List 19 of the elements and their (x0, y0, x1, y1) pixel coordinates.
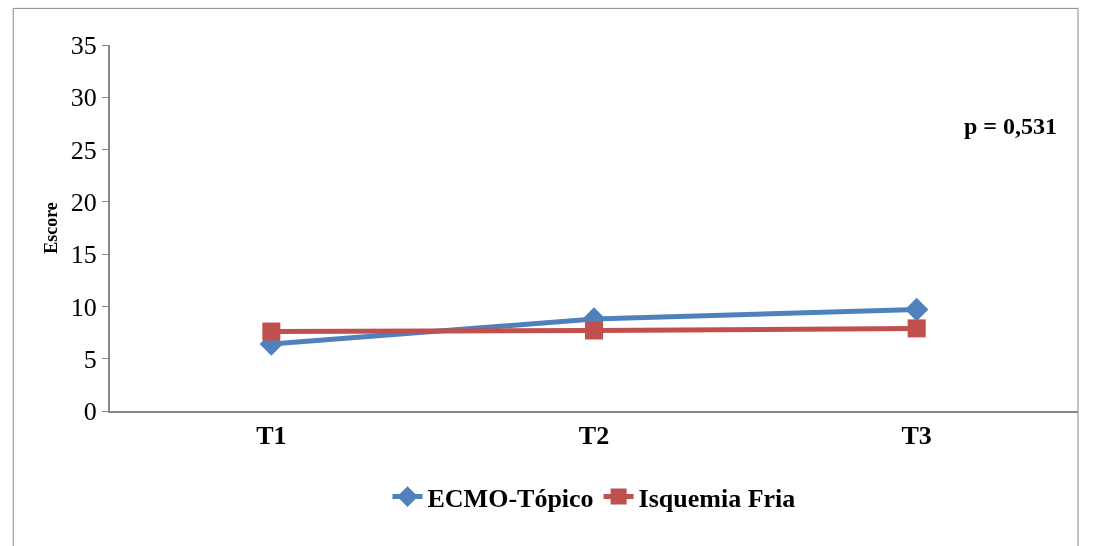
legend-label: Isquemia Fria (638, 483, 796, 513)
point (262, 322, 281, 341)
x-tick-label: T3 (901, 421, 932, 451)
y-tick-label: 20 (70, 187, 97, 217)
point (907, 319, 926, 338)
y-tick-label: 25 (70, 135, 97, 165)
point (904, 297, 929, 322)
legend-label: ECMO-Tópico (427, 483, 594, 513)
y-tick-label: 0 (83, 397, 97, 427)
y-tick-label: 30 (70, 83, 97, 113)
point (585, 321, 603, 340)
x-tick-label: T1 (256, 421, 287, 451)
y-tick-label: 35 (70, 31, 97, 61)
y-tick-label: 5 (83, 344, 97, 374)
y-axis-title: Escore (41, 202, 62, 254)
y-tick-label: 15 (70, 240, 97, 270)
x-tick-label: T2 (578, 421, 610, 451)
y-tick-label: 10 (70, 292, 97, 322)
annotation: p = 0,531 (964, 113, 1058, 139)
